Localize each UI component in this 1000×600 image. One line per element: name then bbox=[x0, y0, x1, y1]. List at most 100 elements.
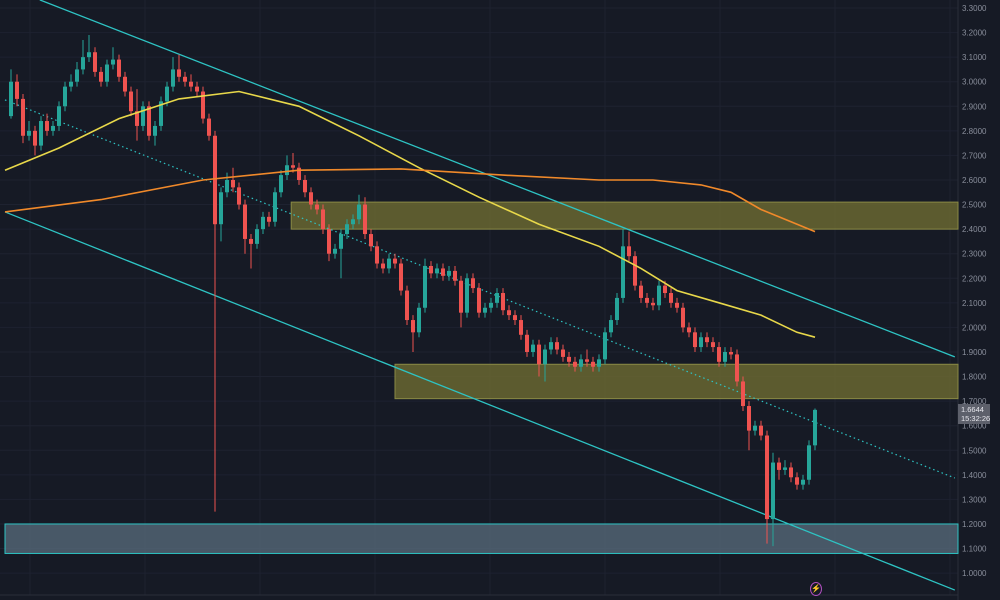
candle bbox=[195, 81, 199, 97]
candle-body bbox=[57, 106, 61, 126]
candle bbox=[333, 243, 337, 259]
candle-body bbox=[75, 69, 79, 82]
candle bbox=[681, 302, 685, 333]
candle-body bbox=[483, 307, 487, 313]
candle-body bbox=[291, 165, 295, 168]
candle bbox=[729, 347, 733, 360]
candle-body bbox=[33, 130, 37, 146]
candle bbox=[483, 302, 487, 318]
candle bbox=[141, 101, 145, 131]
candle bbox=[117, 54, 121, 82]
candle bbox=[81, 39, 85, 75]
candle-body bbox=[111, 59, 115, 65]
candle bbox=[573, 356, 577, 372]
candle-body bbox=[621, 246, 625, 298]
candle-body bbox=[633, 256, 637, 286]
lightning-alert-icon[interactable]: ⚡ bbox=[810, 582, 822, 596]
candle-body bbox=[81, 57, 85, 70]
candle bbox=[471, 273, 475, 294]
candle bbox=[339, 229, 343, 279]
candle bbox=[417, 302, 421, 338]
candle-body bbox=[699, 337, 703, 348]
candle-body bbox=[459, 280, 463, 313]
candle bbox=[51, 121, 55, 136]
candle-body bbox=[675, 302, 679, 308]
candle bbox=[687, 322, 691, 338]
candle-body bbox=[429, 265, 433, 274]
candle bbox=[807, 440, 811, 485]
candle bbox=[213, 130, 217, 512]
candle bbox=[189, 74, 193, 92]
channel-upper bbox=[39, 0, 956, 358]
candle bbox=[93, 47, 97, 77]
candle-body bbox=[603, 332, 607, 360]
candle bbox=[621, 229, 625, 303]
candle-body bbox=[393, 258, 397, 264]
candle-body bbox=[9, 81, 13, 117]
candle bbox=[291, 152, 295, 173]
candle bbox=[153, 121, 157, 146]
candle-body bbox=[669, 293, 673, 303]
candle-body bbox=[255, 229, 259, 244]
candle bbox=[255, 224, 259, 249]
candle bbox=[9, 69, 13, 119]
candle bbox=[507, 305, 511, 321]
candle bbox=[627, 231, 631, 262]
y-tick-label: 2.1000 bbox=[962, 299, 987, 308]
candle-body bbox=[21, 98, 25, 136]
candle bbox=[321, 204, 325, 235]
candle bbox=[717, 342, 721, 367]
candle-body bbox=[813, 409, 817, 446]
candle-body bbox=[273, 192, 277, 222]
candle bbox=[489, 297, 493, 313]
candle-body bbox=[777, 462, 781, 470]
y-tick-label: 1.3000 bbox=[962, 495, 987, 504]
y-tick-label: 3.3000 bbox=[962, 4, 987, 13]
candle-body bbox=[441, 268, 445, 276]
candle bbox=[27, 121, 31, 141]
candle-body bbox=[615, 297, 619, 321]
candle-body bbox=[345, 224, 349, 235]
y-tick-label: 2.7000 bbox=[962, 151, 987, 160]
candle bbox=[411, 315, 415, 352]
candle bbox=[567, 351, 571, 367]
candle-body bbox=[657, 285, 661, 306]
candle-body bbox=[309, 192, 313, 205]
candle-body bbox=[177, 69, 181, 77]
resistance-zone-upper bbox=[290, 201, 959, 230]
candle bbox=[297, 162, 301, 185]
candle-body bbox=[303, 179, 307, 193]
y-tick-label: 1.5000 bbox=[962, 446, 987, 455]
candle bbox=[777, 457, 781, 480]
candle bbox=[603, 327, 607, 365]
candle-body bbox=[135, 111, 139, 126]
candle-body bbox=[45, 121, 49, 131]
candle-body bbox=[141, 106, 145, 126]
candle-body bbox=[363, 204, 367, 235]
support-zone bbox=[4, 523, 959, 554]
candle-body bbox=[435, 268, 439, 274]
last-price-label: 1.6644 15:32:26 bbox=[958, 404, 990, 424]
candle bbox=[591, 356, 595, 372]
candle-body bbox=[315, 204, 319, 210]
y-tick-label: 1.1000 bbox=[962, 545, 987, 554]
candle-body bbox=[489, 302, 493, 308]
candle-body bbox=[405, 290, 409, 321]
candle bbox=[405, 285, 409, 325]
candle-body bbox=[663, 285, 667, 294]
candle-body bbox=[333, 248, 337, 254]
candle-body bbox=[225, 179, 229, 193]
candle-body bbox=[237, 187, 241, 205]
candle bbox=[633, 251, 637, 291]
candle bbox=[459, 275, 463, 328]
candle-body bbox=[753, 425, 757, 431]
resistance-zone-mid bbox=[394, 363, 959, 400]
candle-body bbox=[729, 351, 733, 355]
candle bbox=[69, 74, 73, 92]
candle-body bbox=[567, 356, 571, 362]
candle bbox=[741, 376, 745, 411]
candle bbox=[393, 253, 397, 269]
candle-body bbox=[597, 359, 601, 367]
